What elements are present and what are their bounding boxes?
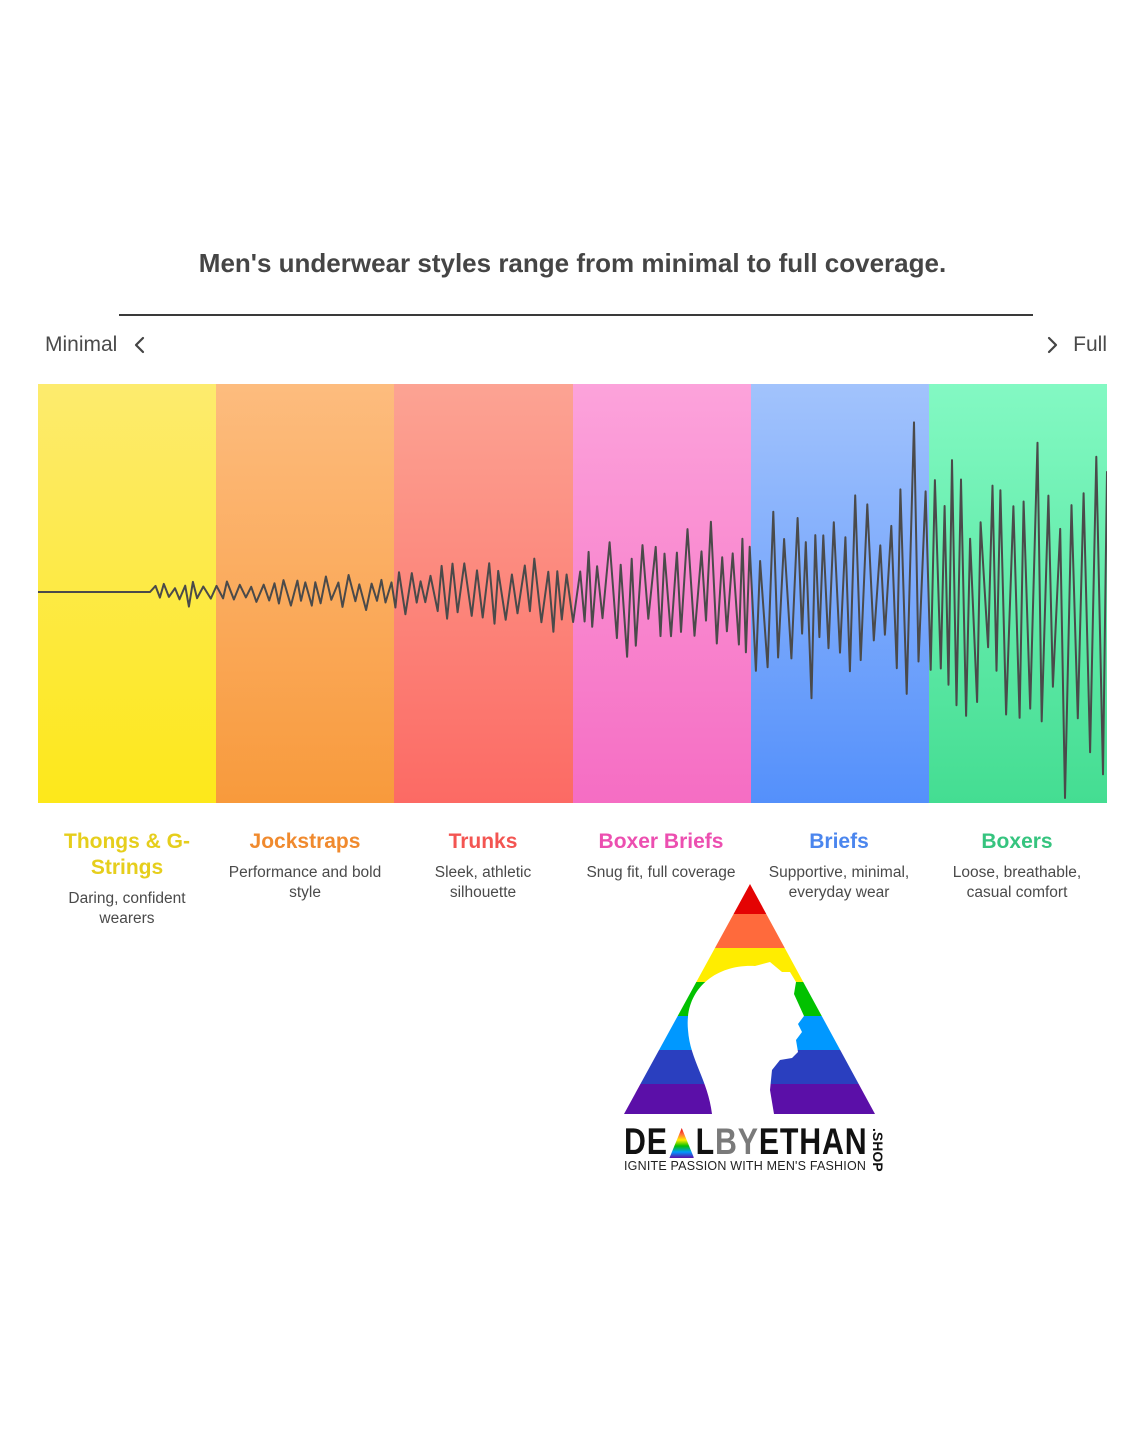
- chevron-left-icon: [131, 334, 149, 356]
- brand-part-4: ETHAN: [758, 1121, 868, 1162]
- category-description: Performance and bold style: [228, 864, 382, 901]
- category-trunks: Trunks Sleek, athletic silhouette: [403, 829, 563, 902]
- category-description: Sleek, athletic silhouette: [434, 864, 532, 901]
- waveform: [38, 421, 1107, 799]
- category-boxer-briefs: Boxer Briefs Snug fit, full coverage: [581, 829, 741, 883]
- brand-part-2: L: [695, 1121, 716, 1162]
- category-name: Boxers: [981, 830, 1053, 853]
- rainbow-triangle-icon: [624, 884, 875, 1119]
- category-name: Briefs: [809, 830, 869, 853]
- brand-part-1: DE: [624, 1121, 668, 1162]
- brand-tagline: IGNITE PASSION WITH MEN'S FASHION: [624, 1159, 867, 1173]
- page-title: Men's underwear styles range from minima…: [198, 248, 947, 278]
- category-name: Jockstraps: [249, 830, 361, 853]
- category-thongs: Thongs & G-Strings Daring, confident wea…: [47, 829, 207, 928]
- category-briefs: Briefs Supportive, minimal, everyday wea…: [759, 829, 919, 902]
- scale-min-text: Minimal: [45, 333, 118, 356]
- category-description: Snug fit, full coverage: [586, 864, 736, 881]
- brand-wordmark: DE LBYETHAN: [624, 1122, 867, 1162]
- scale-max-label: Full: [1043, 333, 1107, 357]
- scale-max-text: Full: [1073, 333, 1107, 356]
- title-divider: [119, 314, 1033, 316]
- category-name: Boxer Briefs: [598, 830, 724, 853]
- category-name: Trunks: [448, 830, 518, 853]
- band-jockstraps: [216, 384, 395, 803]
- brand-domain-suffix: .SHOP: [870, 1128, 886, 1172]
- category-name: Thongs & G-Strings: [64, 830, 190, 879]
- category-description: Daring, confident wearers: [68, 890, 186, 927]
- brand-part-3: BY: [715, 1121, 759, 1162]
- category-description: Loose, breathable, casual comfort: [952, 864, 1082, 901]
- brand-logo: DE LBYETHAN .SHOP IGNITE PASSION WITH MEN…: [620, 880, 895, 1175]
- scale-min-label: Minimal: [45, 333, 149, 357]
- category-jockstraps: Jockstraps Performance and bold style: [225, 829, 385, 902]
- category-description: Supportive, minimal, everyday wear: [768, 864, 910, 901]
- waveform-line: [38, 421, 1107, 799]
- chevron-right-icon: [1043, 334, 1061, 356]
- brand-a-triangle-icon: [669, 1128, 695, 1158]
- category-boxers: Boxers Loose, breathable, casual comfort: [937, 829, 1097, 902]
